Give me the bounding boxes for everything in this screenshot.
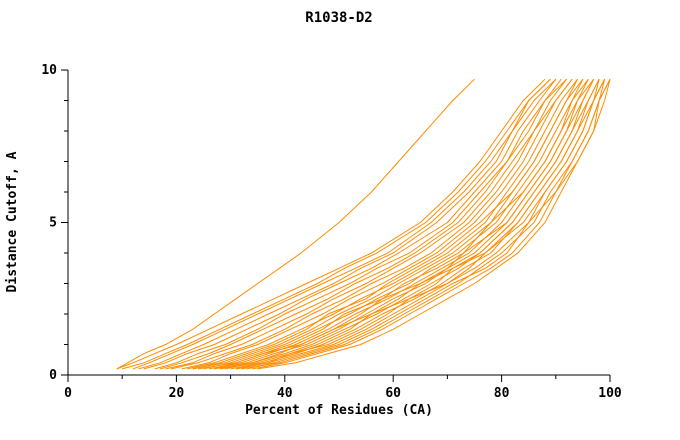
x-tick-label: 0 [64, 386, 72, 401]
x-tick-label: 100 [598, 386, 622, 401]
model-curve [246, 79, 606, 370]
model-curve [219, 78, 600, 370]
model-curve [192, 78, 584, 370]
model-curve [257, 79, 611, 370]
model-curve [138, 78, 557, 370]
x-tick-label: 40 [277, 386, 293, 401]
y-axis-label: Distance Cutoff, A [5, 151, 20, 292]
x-tick-label: 80 [494, 386, 510, 401]
model-curve [132, 78, 551, 370]
model-curve [181, 78, 573, 370]
model-curve [116, 78, 475, 370]
x-axis-label: Percent of Residues (CA) [245, 403, 433, 418]
model-curve [203, 78, 584, 370]
model-curve [122, 78, 551, 370]
model-curve [208, 78, 589, 370]
model-curve [154, 78, 562, 370]
model-curve [187, 78, 578, 370]
y-tick-label: 10 [41, 63, 57, 78]
y-tick-label: 0 [49, 368, 57, 383]
model-curve [116, 78, 546, 370]
chart-title: R1038-D2 [305, 10, 372, 26]
model-curve [192, 78, 578, 370]
model-curve [159, 78, 567, 370]
x-tick-label: 60 [385, 386, 401, 401]
model-curve [235, 78, 606, 370]
model-curve [252, 78, 611, 370]
y-tick-label: 5 [49, 216, 57, 231]
model-curves [116, 78, 611, 370]
model-curve [165, 78, 567, 370]
model-curve [143, 78, 557, 370]
x-tick-label: 20 [169, 386, 185, 401]
model-curve [170, 78, 573, 370]
